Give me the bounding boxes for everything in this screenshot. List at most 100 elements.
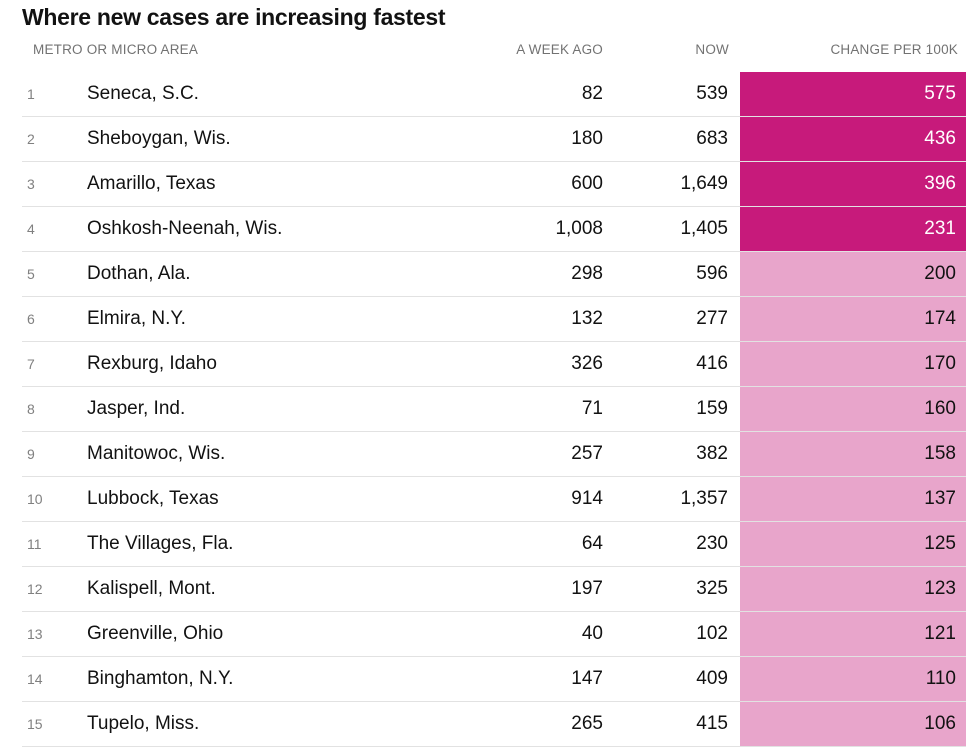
area-name-cell: Dothan, Ala.: [87, 263, 191, 284]
table-row: 5 Dothan, Ala. 298 596 200: [22, 252, 966, 297]
week-ago-cell: 265: [571, 713, 603, 734]
header-now: NOW: [695, 42, 729, 57]
change-cell: 200: [740, 252, 966, 296]
table-row: 13 Greenville, Ohio 40 102 121: [22, 612, 966, 657]
week-ago-cell: 71: [581, 398, 603, 419]
table-row: 3 Amarillo, Texas 600 1,649 396: [22, 162, 966, 207]
change-cell: 125: [740, 522, 966, 566]
now-cell: 382: [696, 443, 728, 464]
area-name-cell: Tupelo, Miss.: [87, 713, 200, 734]
rank-cell: 12: [27, 581, 43, 597]
header-week-ago: A WEEK AGO: [516, 42, 603, 57]
area-name-cell: The Villages, Fla.: [87, 533, 234, 554]
table-row: 7 Rexburg, Idaho 326 416 170: [22, 342, 966, 387]
week-ago-cell: 180: [571, 128, 603, 149]
change-value: 106: [924, 713, 956, 734]
change-value: 396: [924, 173, 956, 194]
rank-cell: 15: [27, 716, 43, 732]
week-ago-cell: 147: [571, 668, 603, 689]
rank-cell: 4: [27, 221, 35, 237]
area-name-cell: Rexburg, Idaho: [87, 353, 217, 374]
change-value: 231: [924, 218, 956, 239]
now-cell: 416: [696, 353, 728, 374]
area-name-cell: Kalispell, Mont.: [87, 578, 216, 599]
now-cell: 277: [696, 308, 728, 329]
now-cell: 409: [696, 668, 728, 689]
table-row: 9 Manitowoc, Wis. 257 382 158: [22, 432, 966, 477]
area-name-cell: Seneca, S.C.: [87, 83, 199, 104]
rank-cell: 11: [27, 536, 42, 552]
change-cell: 174: [740, 297, 966, 341]
change-value: 436: [924, 128, 956, 149]
week-ago-cell: 132: [571, 308, 603, 329]
table-row: 14 Binghamton, N.Y. 147 409 110: [22, 657, 966, 702]
now-cell: 415: [696, 713, 728, 734]
rank-cell: 14: [27, 671, 43, 687]
change-cell: 158: [740, 432, 966, 476]
area-name-cell: Manitowoc, Wis.: [87, 443, 226, 464]
change-cell: 575: [740, 72, 966, 116]
now-cell: 596: [696, 263, 728, 284]
week-ago-cell: 197: [571, 578, 603, 599]
now-cell: 230: [696, 533, 728, 554]
week-ago-cell: 257: [571, 443, 603, 464]
rank-cell: 8: [27, 401, 35, 417]
header-metro: METRO OR MICRO AREA: [33, 42, 199, 57]
week-ago-cell: 600: [571, 173, 603, 194]
change-cell: 170: [740, 342, 966, 386]
week-ago-cell: 82: [581, 83, 603, 104]
table-row: 10 Lubbock, Texas 914 1,357 137: [22, 477, 966, 522]
area-name-cell: Lubbock, Texas: [87, 488, 219, 509]
change-value: 174: [924, 308, 956, 329]
rank-cell: 10: [27, 491, 43, 507]
rank-cell: 5: [27, 266, 35, 282]
rank-cell: 6: [27, 311, 35, 327]
change-value: 121: [924, 623, 956, 644]
change-cell: 121: [740, 612, 966, 656]
change-value: 137: [924, 488, 956, 509]
change-value: 160: [924, 398, 956, 419]
area-name-cell: Jasper, Ind.: [87, 398, 186, 419]
area-name-cell: Greenville, Ohio: [87, 623, 224, 644]
change-value: 123: [924, 578, 956, 599]
table-row: 11 The Villages, Fla. 64 230 125: [22, 522, 966, 567]
table-row: 1 Seneca, S.C. 82 539 575: [22, 72, 966, 117]
change-cell: 123: [740, 567, 966, 611]
change-cell: 436: [740, 117, 966, 161]
change-value: 125: [924, 533, 956, 554]
change-cell: 396: [740, 162, 966, 206]
table-row: 6 Elmira, N.Y. 132 277 174: [22, 297, 966, 342]
table-row: 4 Oshkosh-Neenah, Wis. 1,008 1,405 231: [22, 207, 966, 252]
now-cell: 1,649: [680, 173, 728, 194]
rank-cell: 3: [27, 176, 35, 192]
now-cell: 539: [696, 83, 728, 104]
area-name-cell: Elmira, N.Y.: [87, 308, 186, 329]
rank-cell: 13: [27, 626, 43, 642]
change-cell: 160: [740, 387, 966, 431]
week-ago-cell: 64: [581, 533, 603, 554]
change-cell: 110: [740, 657, 966, 701]
table-row: 15 Tupelo, Miss. 265 415 106: [22, 702, 966, 747]
now-cell: 159: [696, 398, 728, 419]
table-row: 8 Jasper, Ind. 71 159 160: [22, 387, 966, 432]
week-ago-cell: 326: [571, 353, 603, 374]
area-name-cell: Amarillo, Texas: [87, 173, 216, 194]
change-cell: 106: [740, 702, 966, 746]
rank-cell: 1: [27, 86, 35, 102]
area-name-cell: Oshkosh-Neenah, Wis.: [87, 218, 283, 239]
now-cell: 325: [696, 578, 728, 599]
table-row: 12 Kalispell, Mont. 197 325 123: [22, 567, 966, 612]
week-ago-cell: 914: [571, 488, 603, 509]
cases-table: 1 Seneca, S.C. 82 539 575 2 Sheboygan, Wis. 180…: [22, 72, 966, 747]
table-row: 2 Sheboygan, Wis. 180 683 436: [22, 117, 966, 162]
area-name-cell: Sheboygan, Wis.: [87, 128, 231, 149]
change-value: 170: [924, 353, 956, 374]
week-ago-cell: 298: [571, 263, 603, 284]
now-cell: 102: [696, 623, 728, 644]
week-ago-cell: 1,008: [555, 218, 603, 239]
change-cell: 231: [740, 207, 966, 251]
change-cell: 137: [740, 477, 966, 521]
rank-cell: 9: [27, 446, 35, 462]
chart-title: Where new cases are increasing fastest: [22, 4, 446, 30]
area-name-cell: Binghamton, N.Y.: [87, 668, 234, 689]
